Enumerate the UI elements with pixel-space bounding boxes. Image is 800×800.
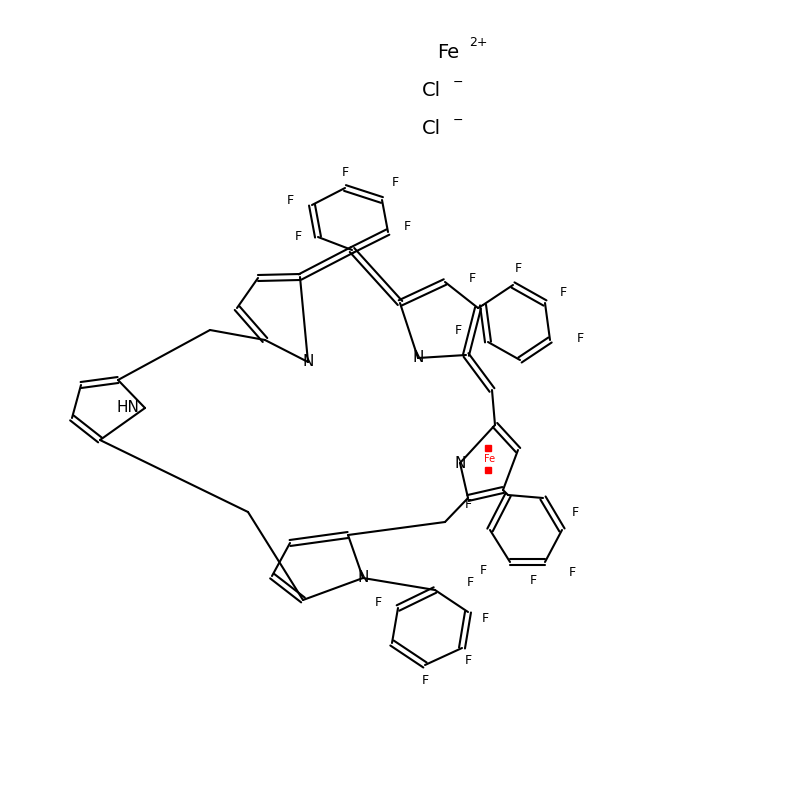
Text: F: F [465, 498, 471, 511]
Text: 2+: 2+ [469, 37, 487, 50]
Text: F: F [454, 323, 462, 337]
Text: F: F [286, 194, 294, 206]
Text: HN: HN [117, 401, 139, 415]
Text: F: F [465, 654, 471, 666]
Text: F: F [514, 262, 522, 274]
Text: −: − [453, 114, 463, 126]
Text: F: F [342, 166, 349, 179]
Text: F: F [469, 271, 475, 285]
Text: F: F [403, 221, 410, 234]
Text: F: F [391, 177, 398, 190]
Text: Cl: Cl [422, 118, 441, 138]
Text: F: F [571, 506, 578, 519]
Text: F: F [569, 566, 575, 578]
Text: Cl: Cl [422, 81, 441, 99]
Text: F: F [374, 595, 382, 609]
Text: Fe: Fe [485, 454, 495, 464]
Text: F: F [479, 563, 486, 577]
Text: F: F [422, 674, 429, 686]
Text: F: F [466, 577, 474, 590]
Text: F: F [530, 574, 537, 586]
Text: F: F [294, 230, 302, 243]
Text: N: N [454, 455, 466, 470]
Text: N: N [412, 350, 424, 366]
Text: F: F [559, 286, 566, 298]
Text: F: F [577, 331, 583, 345]
Text: −: − [453, 75, 463, 89]
Text: F: F [482, 611, 489, 625]
Text: N: N [358, 570, 369, 586]
Text: Fe: Fe [437, 42, 459, 62]
Text: N: N [302, 354, 314, 370]
